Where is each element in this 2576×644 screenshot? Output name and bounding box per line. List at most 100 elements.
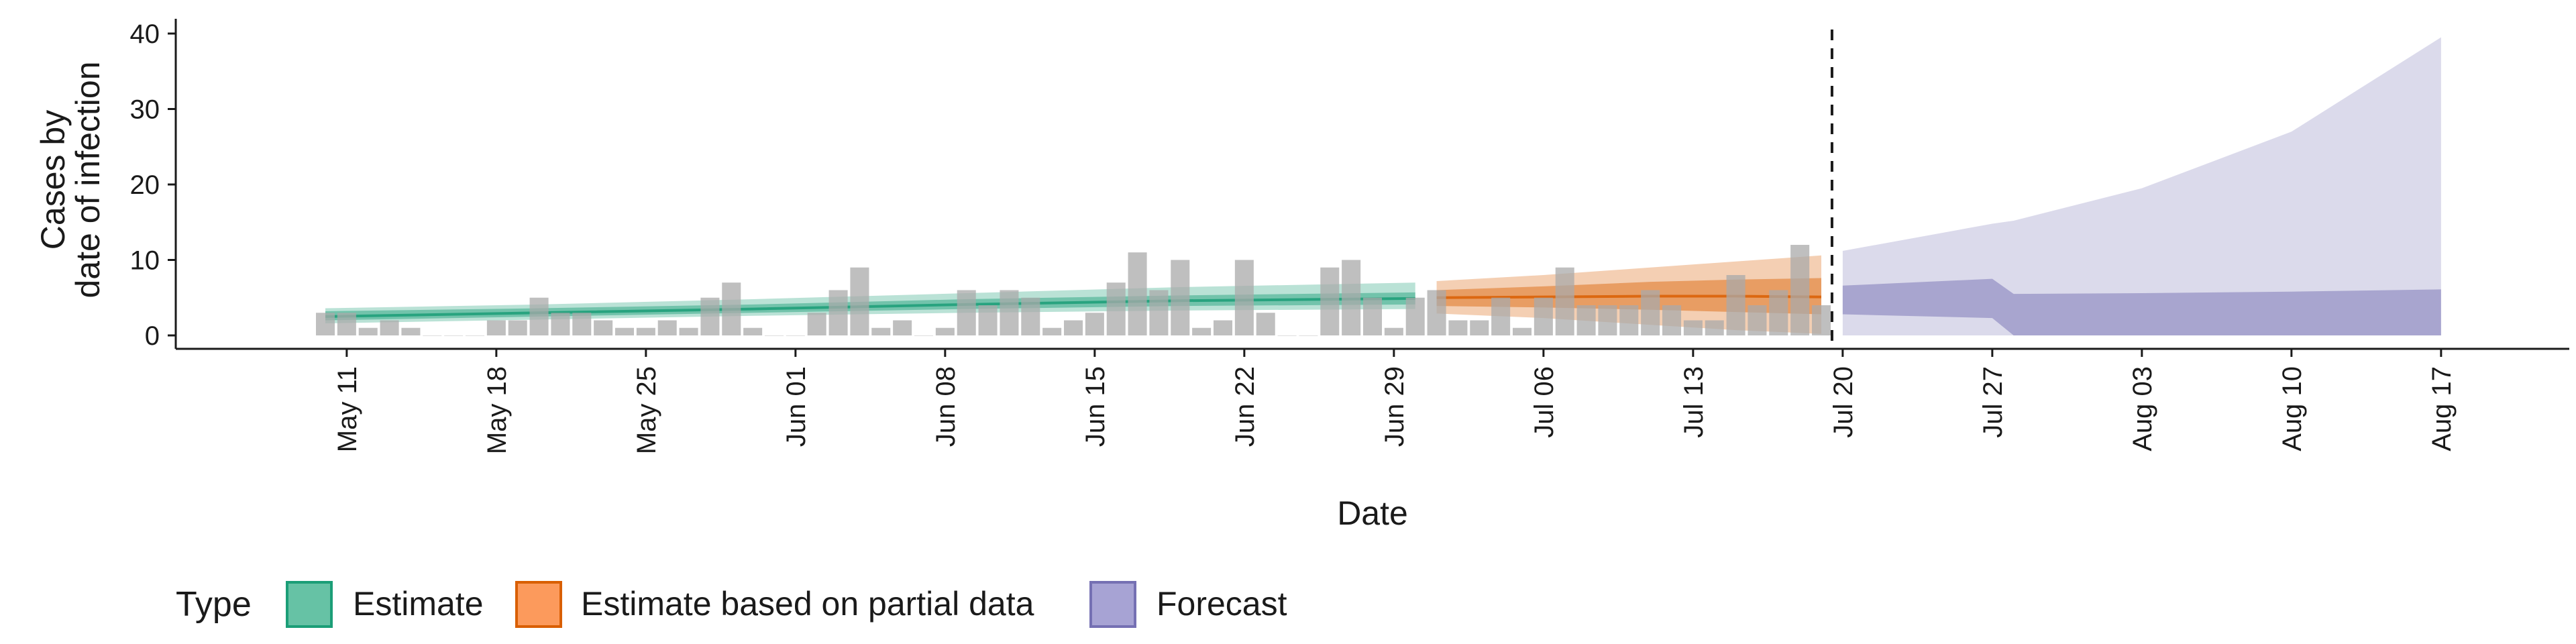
bar bbox=[1256, 313, 1275, 335]
x-tick-label: Jul 13 bbox=[1679, 366, 1709, 438]
legend-label-1: Estimate based on partial data bbox=[581, 585, 1034, 623]
bar bbox=[1405, 297, 1425, 335]
x-tick-label: Jul 27 bbox=[1978, 366, 2008, 438]
bar bbox=[1021, 297, 1040, 335]
bar bbox=[828, 290, 848, 335]
legend-label-2: Forecast bbox=[1157, 585, 1287, 623]
bar bbox=[1299, 335, 1318, 336]
bar bbox=[1726, 275, 1746, 335]
x-tick-label: Jul 20 bbox=[1829, 366, 1858, 438]
bar bbox=[1234, 260, 1254, 335]
y-tick-label: 40 bbox=[130, 19, 160, 49]
bar bbox=[786, 335, 805, 336]
axes: 0 10 20 30 40 May 11 May 18 May 25 Jun 01 Jun 08 J… bbox=[34, 19, 2569, 532]
bar bbox=[1320, 267, 1340, 335]
bar bbox=[1192, 327, 1212, 335]
bar bbox=[551, 313, 570, 335]
bar bbox=[893, 320, 912, 335]
band-outer-1 bbox=[1436, 255, 1821, 334]
bar bbox=[1576, 305, 1596, 335]
bar bbox=[636, 327, 655, 335]
y-tick-label: 20 bbox=[130, 170, 160, 200]
bar bbox=[957, 290, 976, 335]
bar bbox=[871, 327, 891, 335]
bar bbox=[380, 320, 399, 335]
x-tick-label: Jun 29 bbox=[1380, 366, 1409, 447]
bar bbox=[486, 320, 506, 335]
bar bbox=[1342, 260, 1361, 335]
bar bbox=[1683, 320, 1703, 335]
bar bbox=[1277, 335, 1297, 336]
bar bbox=[1128, 252, 1147, 335]
bar bbox=[315, 313, 335, 335]
bar bbox=[614, 327, 635, 335]
bar bbox=[1427, 290, 1446, 335]
bar bbox=[1470, 320, 1489, 335]
bar bbox=[1619, 305, 1639, 335]
legend-label-0: Estimate bbox=[353, 585, 484, 623]
bar bbox=[594, 320, 613, 335]
series-bands bbox=[325, 37, 2441, 335]
bar bbox=[1748, 305, 1767, 335]
bar bbox=[1598, 305, 1617, 335]
bar bbox=[978, 305, 998, 335]
bar bbox=[657, 320, 677, 335]
bar bbox=[1106, 282, 1126, 335]
legend-key-1 bbox=[515, 581, 562, 628]
x-tick-label: Aug 10 bbox=[2277, 366, 2307, 451]
bar bbox=[401, 327, 421, 335]
y-axis-title-line1: Cases by bbox=[34, 110, 72, 250]
bar bbox=[1149, 290, 1169, 335]
bar bbox=[572, 313, 592, 335]
bars-group bbox=[315, 245, 1831, 336]
bar bbox=[1790, 245, 1810, 335]
bar bbox=[1213, 320, 1233, 335]
bar bbox=[700, 297, 720, 335]
x-tick-label: Jun 01 bbox=[782, 366, 811, 447]
bar bbox=[1641, 290, 1660, 335]
median-line-1 bbox=[1436, 294, 1822, 299]
bar bbox=[1042, 327, 1062, 335]
bar bbox=[529, 297, 549, 335]
bar bbox=[1000, 290, 1019, 335]
band-outer-2 bbox=[1842, 37, 2441, 335]
bar bbox=[1085, 313, 1104, 335]
x-tick-label: Jun 22 bbox=[1230, 366, 1260, 447]
y-tick-label: 10 bbox=[130, 246, 160, 276]
band-inner-2 bbox=[1842, 278, 2441, 335]
bar bbox=[679, 327, 698, 335]
bar bbox=[1063, 320, 1083, 335]
x-tick-label: May 25 bbox=[632, 366, 661, 454]
x-tick-label: May 11 bbox=[333, 366, 362, 452]
bar bbox=[337, 313, 356, 335]
bar bbox=[1705, 320, 1724, 335]
x-tick-label: May 18 bbox=[482, 366, 512, 454]
bar bbox=[743, 327, 763, 335]
bar bbox=[444, 335, 464, 336]
bar bbox=[1491, 297, 1511, 335]
bar bbox=[423, 335, 442, 336]
bar bbox=[1811, 305, 1831, 335]
legend-key-0 bbox=[286, 581, 333, 628]
bar bbox=[722, 282, 741, 335]
bar bbox=[764, 335, 784, 336]
bar bbox=[935, 327, 955, 335]
bar bbox=[807, 313, 826, 335]
y-tick-label: 0 bbox=[145, 321, 160, 351]
bar bbox=[1512, 327, 1532, 335]
legend-title: Type bbox=[176, 585, 252, 624]
bar bbox=[914, 335, 934, 336]
bar bbox=[1384, 327, 1403, 335]
bar bbox=[1362, 297, 1383, 335]
bar bbox=[1534, 297, 1553, 335]
x-axis-title: Date bbox=[1337, 494, 1408, 532]
bar bbox=[465, 335, 485, 336]
legend: Type Estimate Estimate based on partial da… bbox=[176, 581, 1287, 628]
bar bbox=[1769, 290, 1788, 335]
x-tick-label: Jul 06 bbox=[1529, 366, 1559, 438]
x-tick-label: Aug 17 bbox=[2427, 366, 2457, 451]
bar bbox=[1171, 260, 1190, 335]
bar bbox=[358, 327, 378, 335]
y-tick-label: 30 bbox=[130, 95, 160, 125]
